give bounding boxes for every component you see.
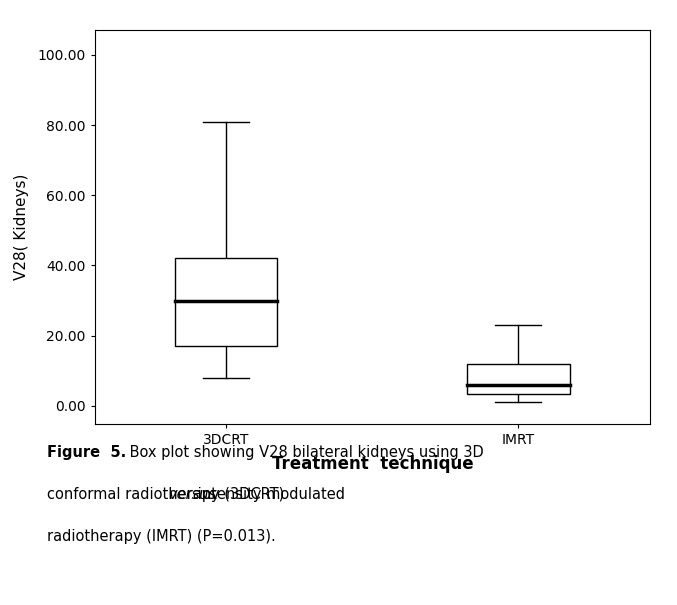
Text: Figure  5.: Figure 5. — [47, 445, 127, 460]
Text: intensity modulated: intensity modulated — [193, 487, 345, 502]
Text: radiotherapy (IMRT) (P=0.013).: radiotherapy (IMRT) (P=0.013). — [47, 529, 276, 544]
Y-axis label: V28( Kidneys): V28( Kidneys) — [14, 174, 29, 280]
Text: Box plot showing V28 bilateral kidneys using 3D: Box plot showing V28 bilateral kidneys u… — [125, 445, 484, 460]
Text: versus: versus — [169, 487, 217, 502]
Text: conformal radiotherapy (3DCRT): conformal radiotherapy (3DCRT) — [47, 487, 289, 502]
Bar — [467, 364, 569, 394]
Bar — [175, 258, 278, 346]
X-axis label: Treatment  technique: Treatment technique — [271, 455, 473, 473]
